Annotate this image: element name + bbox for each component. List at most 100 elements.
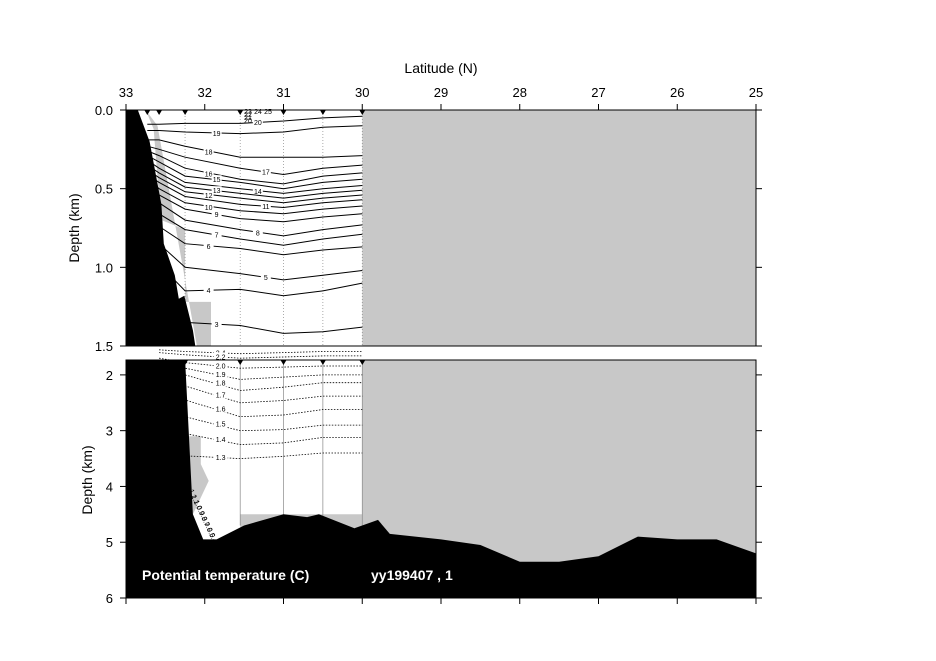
lower-contour-label-bg [213, 390, 228, 399]
upper-surface-label: 23 [244, 109, 252, 116]
upper-contour-label-bg [211, 319, 222, 328]
lower-slope-label: 0.6 [203, 521, 213, 533]
lower-contour-1.7 [158, 377, 363, 404]
chart-caption: Potential temperature (C) [142, 567, 309, 583]
upper-station-marker [280, 110, 287, 115]
upper-contour-14 [147, 159, 363, 194]
upper-contour-label-bg [252, 187, 263, 196]
lower-contour-label-bg [213, 435, 228, 444]
x-tick-label: 31 [276, 85, 290, 100]
upper-contour-label: 8 [256, 231, 260, 238]
upper-contour-label: 14 [254, 189, 262, 196]
lower-slope-label: 0.8 [197, 510, 207, 522]
lower-contour-label-bg [213, 352, 228, 361]
lower-y-tick-label: 2 [106, 368, 113, 383]
lower-slope-label: 1.0 [192, 499, 202, 511]
upper-contour-label-bg [252, 118, 263, 127]
lower-y-tick-label: 4 [106, 479, 113, 494]
lower-slope-label: 0.9 [195, 505, 205, 517]
upper-y-tick-label: 0.5 [95, 182, 113, 197]
upper-contour-label: 17 [262, 169, 270, 176]
upper-nodata-east [362, 110, 756, 346]
upper-contour-label-bg [211, 128, 222, 137]
upper-contour-label: 13 [213, 188, 221, 195]
lower-contour-label-bg [213, 361, 228, 370]
upper-contour-17 [147, 145, 363, 176]
upper-contour-label: 6 [207, 244, 211, 251]
lower-slope-label: 1.1 [190, 494, 200, 506]
upper-contour-label: 20 [254, 120, 262, 127]
lower-contour-label: 1.5 [216, 422, 226, 429]
upper-panel-frame [125, 109, 757, 347]
lower-contour-label: 2.0 [216, 363, 226, 370]
x-tick-label: 32 [198, 85, 212, 100]
upper-contour-label: 10 [205, 205, 213, 212]
upper-contour-13 [147, 164, 363, 199]
lower-station-marker [359, 360, 366, 365]
upper-station-marker [319, 110, 326, 115]
lower-contours: 2.42.22.01.91.81.71.61.51.41.31.21.11.00… [144, 348, 366, 544]
lower-contour-label: 1.9 [216, 372, 226, 379]
upper-land-shelf [126, 110, 196, 346]
upper-contour-label: 16 [205, 172, 213, 179]
upper-station-marker [237, 110, 244, 115]
cruise-id: yy199407 , 1 [371, 567, 453, 583]
upper-contour-label: 15 [213, 177, 221, 184]
lower-station-marker [319, 360, 326, 365]
upper-surface-label: 20 [244, 118, 252, 125]
upper-contour-label-bg [203, 242, 214, 251]
upper-contour-20 [147, 115, 363, 125]
upper-contour-label: 5 [264, 275, 268, 282]
upper-contour-label: 18 [205, 150, 213, 157]
x-tick-label: 33 [119, 85, 133, 100]
lower-slope-label: 0.4 [208, 532, 218, 544]
x-axis-label: Latitude (N) [404, 60, 477, 76]
lower-panel: 2.42.22.01.91.81.71.61.51.41.31.21.11.00… [79, 348, 762, 606]
upper-contour-10 [146, 178, 363, 215]
upper-station-marker [156, 110, 163, 115]
lower-contour-label: 2.2 [216, 354, 226, 361]
lower-contour-label-bg [213, 419, 228, 428]
upper-contour-label: 9 [215, 212, 219, 219]
upper-station-marker [182, 110, 189, 115]
x-tick-label: 25 [749, 85, 763, 100]
upper-y-tick-label: 0.0 [95, 103, 113, 118]
lower-contour-label-bg [213, 453, 228, 462]
upper-y-axis-label: Depth (km) [66, 193, 82, 262]
upper-contour-label: 11 [262, 204, 269, 211]
lower-y-axis-label: Depth (km) [79, 445, 95, 514]
upper-contour-label-bg [203, 202, 214, 211]
upper-surface-label: 24 [254, 109, 262, 116]
lower-slope-label: 0.5 [205, 527, 215, 539]
x-tick-label: 27 [591, 85, 605, 100]
upper-contour-label-bg [203, 147, 214, 156]
lower-slope-label: 0.7 [200, 516, 210, 528]
lower-contour-1.5 [158, 405, 363, 432]
lower-contour-label: 1.6 [216, 406, 226, 413]
upper-contour-label-bg [211, 209, 222, 218]
lower-panel-frame [125, 359, 757, 599]
upper-contour-label-bg [211, 186, 222, 195]
upper-contour-label: 12 [205, 193, 213, 200]
lower-y-tick-label: 5 [106, 535, 113, 550]
upper-contour-12 [147, 169, 363, 204]
upper-contour-11 [147, 174, 363, 209]
upper-surface-label: 21 [244, 115, 252, 122]
lower-station-marker [237, 360, 244, 365]
upper-nodata-region [145, 110, 756, 346]
upper-surface-label: 25 [264, 109, 272, 116]
lower-contour-label-bg [213, 404, 228, 413]
lower-contour-label-bg [213, 369, 228, 378]
upper-contour-15 [147, 155, 363, 190]
lower-contour-2.2 [159, 352, 363, 359]
upper-contour-16 [147, 150, 363, 185]
lower-y-tick-label: 6 [106, 591, 113, 606]
lower-y-tick-labels: 2 3 4 5 6 [106, 368, 762, 606]
lower-contour-label-bg [213, 378, 228, 387]
x-tick-label: 30 [355, 85, 369, 100]
upper-y-tick-labels: 0.0 0.5 1.0 1.5 [95, 103, 762, 354]
upper-contour-label: 19 [213, 131, 221, 138]
x-tick-label: 26 [670, 85, 684, 100]
